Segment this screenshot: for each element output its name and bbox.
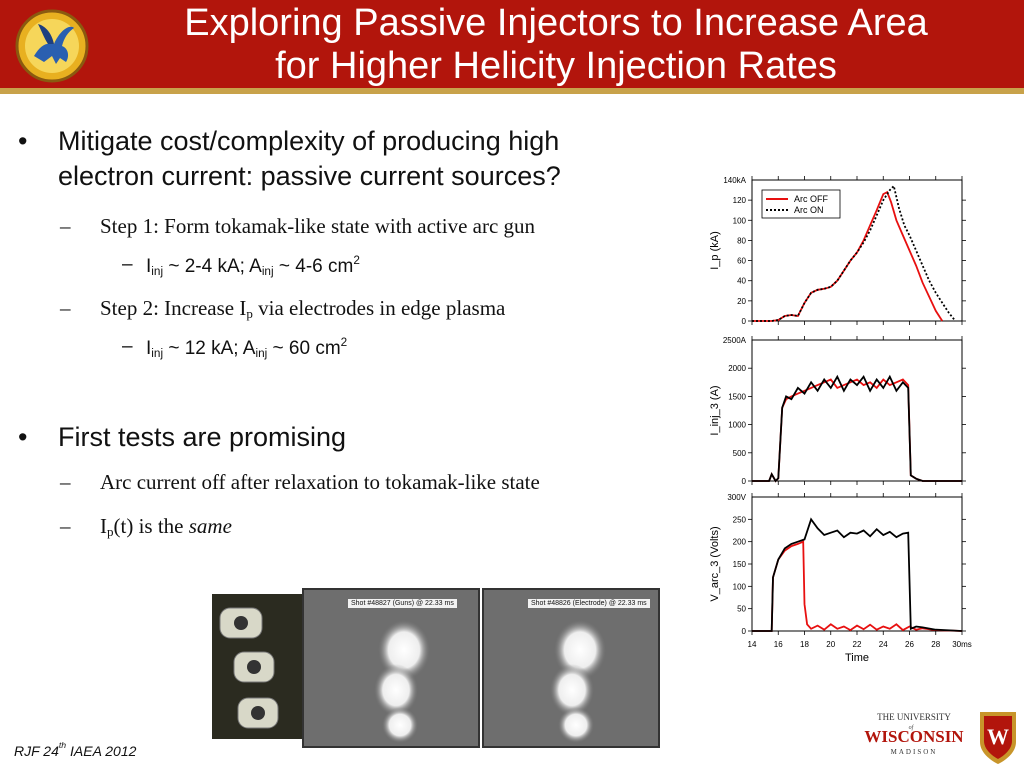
uw-line1: THE UNIVERSITY (877, 712, 951, 722)
y-tick-label: 50 (737, 605, 746, 614)
x-tick-label: 16 (774, 640, 783, 649)
x-tick-label: 30ms (952, 640, 972, 649)
camera-frame-electrode: Shot #48826 (Electrode) @ 22.33 ms (482, 588, 660, 748)
x-tick-label: 24 (879, 640, 888, 649)
frame-label-electrode: Shot #48826 (Electrode) @ 22.33 ms (528, 599, 650, 608)
crest-icon: W (980, 712, 1016, 764)
y-tick-label: 0 (742, 317, 747, 326)
uw-line2: WISCONSIN (864, 727, 964, 746)
series-line-arc-off (752, 540, 963, 632)
x-tick-label: 26 (905, 640, 914, 649)
bullet-text: Mitigate cost/complexity of producing hi… (58, 126, 560, 156)
series-line-arc-on (752, 374, 962, 483)
bullet-text-cont: electron current: passive current source… (58, 161, 561, 191)
step-1-text: Step 1: Form tokamak-like state with act… (100, 214, 536, 238)
y-top-label: 140kA (723, 176, 746, 185)
legend-label: Arc ON (794, 205, 824, 215)
y-tick-label: 100 (733, 582, 747, 591)
title-line-2: for Higher Helicity Injection Rates (275, 45, 837, 87)
plot-frame (751, 339, 963, 482)
x-axis-label: Time (845, 652, 869, 664)
series-line-arc-off (752, 378, 962, 483)
bullet-dot: • (18, 422, 28, 452)
uw-line3: MADISON (891, 748, 938, 756)
step-1: – Step 1: Form tokamak-like state with ac… (60, 214, 536, 238)
frame-label-guns: Shot #48827 (Guns) @ 22.33 ms (348, 599, 457, 608)
x-tick-label: 28 (931, 640, 940, 649)
pegasus-logo-icon (15, 9, 89, 83)
y-tick-label: 40 (737, 277, 746, 286)
x-tick-label: 14 (748, 640, 757, 649)
x-tick-label: 22 (853, 640, 862, 649)
step-1-detail: – Iinj ~ 2-4 kA; Ainj ~ 4-6 cm2 (122, 254, 360, 278)
test-1-text: Arc current off after relaxation to toka… (100, 470, 540, 494)
y-tick-label: 80 (737, 236, 746, 245)
y-tick-label: 500 (733, 449, 747, 458)
title-bar-stripe (0, 88, 1024, 94)
y-axis-label: I_p (kA) (709, 231, 721, 270)
y-tick-label: 20 (737, 297, 746, 306)
step-2-detail: – Iinj ~ 12 kA; Ainj ~ 60 cm2 (122, 336, 348, 360)
y-tick-label: 100 (733, 216, 747, 225)
y-axis-label: I_inj_3 (A) (709, 385, 721, 435)
legend-label: Arc OFF (794, 194, 828, 204)
bullet-text: First tests are promising (58, 422, 347, 452)
step-2: – Step 2: Increase Ip via electrodes in e… (60, 296, 506, 321)
y-top-label: 2500A (723, 336, 747, 345)
legend-box (761, 189, 841, 219)
y-tick-label: 1000 (728, 421, 746, 430)
bullet-dot: • (18, 126, 28, 156)
y-tick-label: 0 (742, 477, 747, 486)
test-2: – Ip(t) is the same (60, 514, 232, 539)
x-tick-label: 20 (826, 640, 835, 649)
y-tick-label: 120 (733, 196, 747, 205)
y-tick-label: 0 (742, 627, 747, 636)
camera-frame-guns: Shot #48827 (Guns) @ 22.33 ms (302, 588, 480, 748)
y-tick-label: 250 (733, 515, 747, 524)
series-line-arc-on (752, 517, 963, 632)
uw-of: of (909, 724, 915, 731)
injector-hardware-photo (212, 594, 302, 739)
plot-frame (751, 496, 963, 632)
y-tick-label: 2000 (728, 364, 746, 373)
test-1: – Arc current off after relaxation to tok… (60, 470, 540, 494)
y-tick-label: 200 (733, 538, 747, 547)
title-line-1: Exploring Passive Injectors to Increase … (184, 2, 928, 44)
slide-title: Exploring Passive Injectors to Increase … (96, 2, 1016, 88)
title-bar (0, 0, 1024, 88)
y-tick-label: 1500 (728, 392, 746, 401)
y-axis-label: V_arc_3 (Volts) (709, 526, 721, 601)
footer-citation: RJF 24th IAEA 2012 (14, 740, 137, 759)
y-tick-label: 150 (733, 560, 747, 569)
y-top-label: 300V (727, 493, 746, 502)
y-tick-label: 60 (737, 257, 746, 266)
university-logo: THE UNIVERSITY of WISCONSIN MADISON W (864, 712, 1016, 764)
x-tick-label: 18 (800, 640, 809, 649)
svg-text:W: W (987, 724, 1009, 749)
